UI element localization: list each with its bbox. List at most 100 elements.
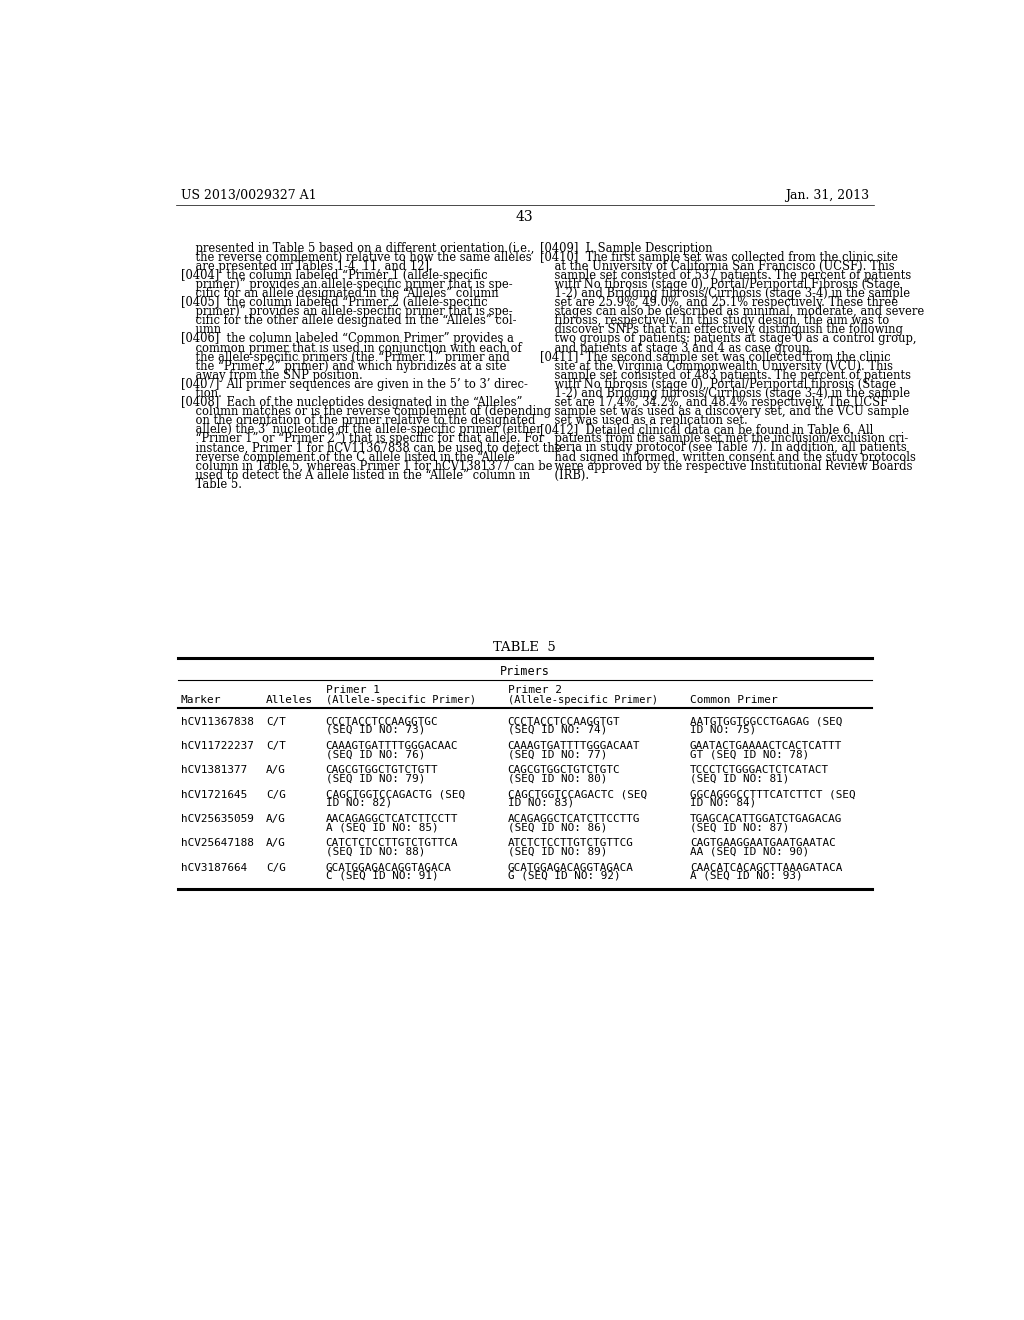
Text: away from the SNP position.: away from the SNP position. [180, 368, 362, 381]
Text: cific for the other allele designated in the “Alleles” col-: cific for the other allele designated in… [180, 314, 516, 327]
Text: 1-2) and Bridging fibrosis/Cirrhosis (stage 3-4) in the sample: 1-2) and Bridging fibrosis/Cirrhosis (st… [541, 286, 910, 300]
Text: Marker: Marker [180, 696, 221, 705]
Text: Primer 1: Primer 1 [326, 685, 380, 696]
Text: are presented in Tables 1-4, 11, and 12].: are presented in Tables 1-4, 11, and 12]… [180, 260, 432, 273]
Text: CCCTACCTCCAAGGTGT: CCCTACCTCCAAGGTGT [508, 717, 621, 726]
Text: hCV25647188: hCV25647188 [180, 838, 254, 849]
Text: CAGCGTGGCTGTCTGTT: CAGCGTGGCTGTCTGTT [326, 766, 438, 775]
Text: instance, Primer 1 for hCV11367838 can be used to detect the: instance, Primer 1 for hCV11367838 can b… [180, 441, 561, 454]
Text: CCCTACCTCCAAGGTGC: CCCTACCTCCAAGGTGC [326, 717, 438, 726]
Text: hCV1381377: hCV1381377 [180, 766, 247, 775]
Text: (SEQ ID NO: 88): (SEQ ID NO: 88) [326, 846, 425, 857]
Text: (SEQ ID NO: 77): (SEQ ID NO: 77) [508, 750, 607, 759]
Text: CATCTCTCCTTGTCTGTTCA: CATCTCTCCTTGTCTGTTCA [326, 838, 458, 849]
Text: with No fibrosis (stage 0), Portal/Periportal fibrosis (Stage: with No fibrosis (stage 0), Portal/Perip… [541, 378, 896, 391]
Text: patients from the sample set met the inclusion/exclusion cri-: patients from the sample set met the inc… [541, 433, 908, 445]
Text: CAGCTGGTCCAGACTC (SEQ: CAGCTGGTCCAGACTC (SEQ [508, 789, 647, 800]
Text: site at the Virginia Commonwealth University (VCU). This: site at the Virginia Commonwealth Univer… [541, 359, 893, 372]
Text: GCATGGAGACAGGTAGACA: GCATGGAGACAGGTAGACA [326, 863, 452, 873]
Text: (SEQ ID NO: 87): (SEQ ID NO: 87) [690, 822, 790, 833]
Text: set are 17.4%, 34.2%, and 48.4% respectively. The UCSF: set are 17.4%, 34.2%, and 48.4% respecti… [541, 396, 889, 409]
Text: GCATGGAGACAGGTAGACA: GCATGGAGACAGGTAGACA [508, 863, 634, 873]
Text: (Allele-specific Primer): (Allele-specific Primer) [326, 696, 475, 705]
Text: G (SEQ ID NO: 92): G (SEQ ID NO: 92) [508, 871, 621, 880]
Text: [0411]  The second sample set was collected from the clinic: [0411] The second sample set was collect… [541, 351, 891, 363]
Text: AATGTGGTGGCCTGAGAG (SEQ: AATGTGGTGGCCTGAGAG (SEQ [690, 717, 843, 726]
Text: umn: umn [180, 323, 221, 337]
Text: (SEQ ID NO: 81): (SEQ ID NO: 81) [690, 774, 790, 784]
Text: [0406]  the column labeled “Common Primer” provides a: [0406] the column labeled “Common Primer… [180, 333, 514, 346]
Text: C/T: C/T [266, 717, 286, 726]
Text: cific for an allele designated in the “Alleles” column: cific for an allele designated in the “A… [180, 286, 499, 300]
Text: [0412]  Detailed clinical data can be found in Table 6. All: [0412] Detailed clinical data can be fou… [541, 424, 873, 437]
Text: hCV25635059: hCV25635059 [180, 814, 254, 824]
Text: the reverse complement) relative to how the same alleles: the reverse complement) relative to how … [180, 251, 531, 264]
Text: CAGTGAAGGAATGAATGAATAC: CAGTGAAGGAATGAATGAATAC [690, 838, 836, 849]
Text: Common Primer: Common Primer [690, 696, 777, 705]
Text: GT (SEQ ID NO: 78): GT (SEQ ID NO: 78) [690, 750, 809, 759]
Text: hCV3187664: hCV3187664 [180, 863, 247, 873]
Text: Primer 2: Primer 2 [508, 685, 562, 696]
Text: stages can also be described as minimal, moderate, and severe: stages can also be described as minimal,… [541, 305, 925, 318]
Text: CAGCTGGTCCAGACTG (SEQ: CAGCTGGTCCAGACTG (SEQ [326, 789, 465, 800]
Text: (SEQ ID NO: 79): (SEQ ID NO: 79) [326, 774, 425, 784]
Text: hCV1721645: hCV1721645 [180, 789, 247, 800]
Text: ID NO: 84): ID NO: 84) [690, 799, 756, 808]
Text: (SEQ ID NO: 89): (SEQ ID NO: 89) [508, 846, 607, 857]
Text: [0409]  I. Sample Description: [0409] I. Sample Description [541, 242, 713, 255]
Text: [0408]  Each of the nucleotides designated in the “Alleles”: [0408] Each of the nucleotides designate… [180, 396, 522, 409]
Text: column matches or is the reverse complement of (depending: column matches or is the reverse complem… [180, 405, 551, 418]
Text: GAATACTGAAAACTCACTCATTT: GAATACTGAAAACTCACTCATTT [690, 741, 843, 751]
Text: discover SNPs that can effectively distinguish the following: discover SNPs that can effectively disti… [541, 323, 903, 337]
Text: TABLE  5: TABLE 5 [494, 640, 556, 653]
Text: presented in Table 5 based on a different orientation (i.e.,: presented in Table 5 based on a differen… [180, 242, 535, 255]
Text: the “Primer 2” primer) and which hybridizes at a site: the “Primer 2” primer) and which hybridi… [180, 359, 506, 372]
Text: on the orientation of the primer relative to the designated: on the orientation of the primer relativ… [180, 414, 536, 428]
Text: CAAAGTGATTTTGGGACAAT: CAAAGTGATTTTGGGACAAT [508, 741, 640, 751]
Text: (Allele-specific Primer): (Allele-specific Primer) [508, 696, 657, 705]
Text: CAAAGTGATTTTGGGACAAC: CAAAGTGATTTTGGGACAAC [326, 741, 458, 751]
Text: [0410]  The first sample set was collected from the clinic site: [0410] The first sample set was collecte… [541, 251, 898, 264]
Text: with No fibrosis (stage 0), Portal/Periportal Fibrosis (Stage: with No fibrosis (stage 0), Portal/Perip… [541, 279, 900, 290]
Text: sample set consisted of 483 patients. The percent of patients: sample set consisted of 483 patients. Th… [541, 368, 911, 381]
Text: US 2013/0029327 A1: US 2013/0029327 A1 [180, 189, 316, 202]
Text: Primers: Primers [500, 665, 550, 678]
Text: “Primer 1” or “Primer 2”) that is specific for that allele. For: “Primer 1” or “Primer 2”) that is specif… [180, 433, 544, 445]
Text: 43: 43 [516, 210, 534, 224]
Text: TGAGCACATTGGATCTGAGACAG: TGAGCACATTGGATCTGAGACAG [690, 814, 843, 824]
Text: CAGCGTGGCTGTCTGTC: CAGCGTGGCTGTCTGTC [508, 766, 621, 775]
Text: Alleles: Alleles [266, 696, 313, 705]
Text: [0407]  All primer sequences are given in the 5’ to 3’ direc-: [0407] All primer sequences are given in… [180, 378, 527, 391]
Text: A (SEQ ID NO: 85): A (SEQ ID NO: 85) [326, 822, 438, 833]
Text: C/G: C/G [266, 863, 286, 873]
Text: and patients at stage 3 and 4 as case group.: and patients at stage 3 and 4 as case gr… [541, 342, 813, 355]
Text: (SEQ ID NO: 73): (SEQ ID NO: 73) [326, 725, 425, 735]
Text: A/G: A/G [266, 766, 286, 775]
Text: [0405]  the column labeled “Primer 2 (allele-specific: [0405] the column labeled “Primer 2 (all… [180, 296, 487, 309]
Text: hCV11722237: hCV11722237 [180, 741, 254, 751]
Text: (IRB).: (IRB). [541, 469, 590, 482]
Text: ID NO: 82): ID NO: 82) [326, 799, 392, 808]
Text: C (SEQ ID NO: 91): C (SEQ ID NO: 91) [326, 871, 438, 880]
Text: hCV11367838: hCV11367838 [180, 717, 254, 726]
Text: two groups of patients: patients at stage 0 as a control group,: two groups of patients: patients at stag… [541, 333, 916, 346]
Text: C/G: C/G [266, 789, 286, 800]
Text: set was used as a replication set.: set was used as a replication set. [541, 414, 749, 428]
Text: common primer that is used in conjunction with each of: common primer that is used in conjunctio… [180, 342, 521, 355]
Text: were approved by the respective Institutional Review Boards: were approved by the respective Institut… [541, 459, 912, 473]
Text: ACAGAGGCTCATCTTCCTTG: ACAGAGGCTCATCTTCCTTG [508, 814, 640, 824]
Text: column in Table 5, whereas Primer 1 for hCV1381377 can be: column in Table 5, whereas Primer 1 for … [180, 459, 552, 473]
Text: A (SEQ ID NO: 93): A (SEQ ID NO: 93) [690, 871, 803, 880]
Text: Table 5.: Table 5. [180, 478, 242, 491]
Text: CAACATCACAGCTTAAAGATACA: CAACATCACAGCTTAAAGATACA [690, 863, 843, 873]
Text: TCCCTCTGGGACTCTCATACT: TCCCTCTGGGACTCTCATACT [690, 766, 829, 775]
Text: set are 25.9%, 49.0%, and 25.1% respectively. These three: set are 25.9%, 49.0%, and 25.1% respecti… [541, 296, 898, 309]
Text: sample set consisted of 537 patients. The percent of patients: sample set consisted of 537 patients. Th… [541, 269, 911, 281]
Text: Jan. 31, 2013: Jan. 31, 2013 [784, 189, 869, 202]
Text: ATCTCTCCTTGTCTGTTCG: ATCTCTCCTTGTCTGTTCG [508, 838, 634, 849]
Text: primer)” provides an allele-specific primer that is spe-: primer)” provides an allele-specific pri… [180, 305, 512, 318]
Text: fibrosis, respectively. In this study design, the aim was to: fibrosis, respectively. In this study de… [541, 314, 890, 327]
Text: reverse complement of the C allele listed in the “Allele”: reverse complement of the C allele liste… [180, 450, 520, 463]
Text: ID NO: 75): ID NO: 75) [690, 725, 756, 735]
Text: tion.: tion. [180, 387, 221, 400]
